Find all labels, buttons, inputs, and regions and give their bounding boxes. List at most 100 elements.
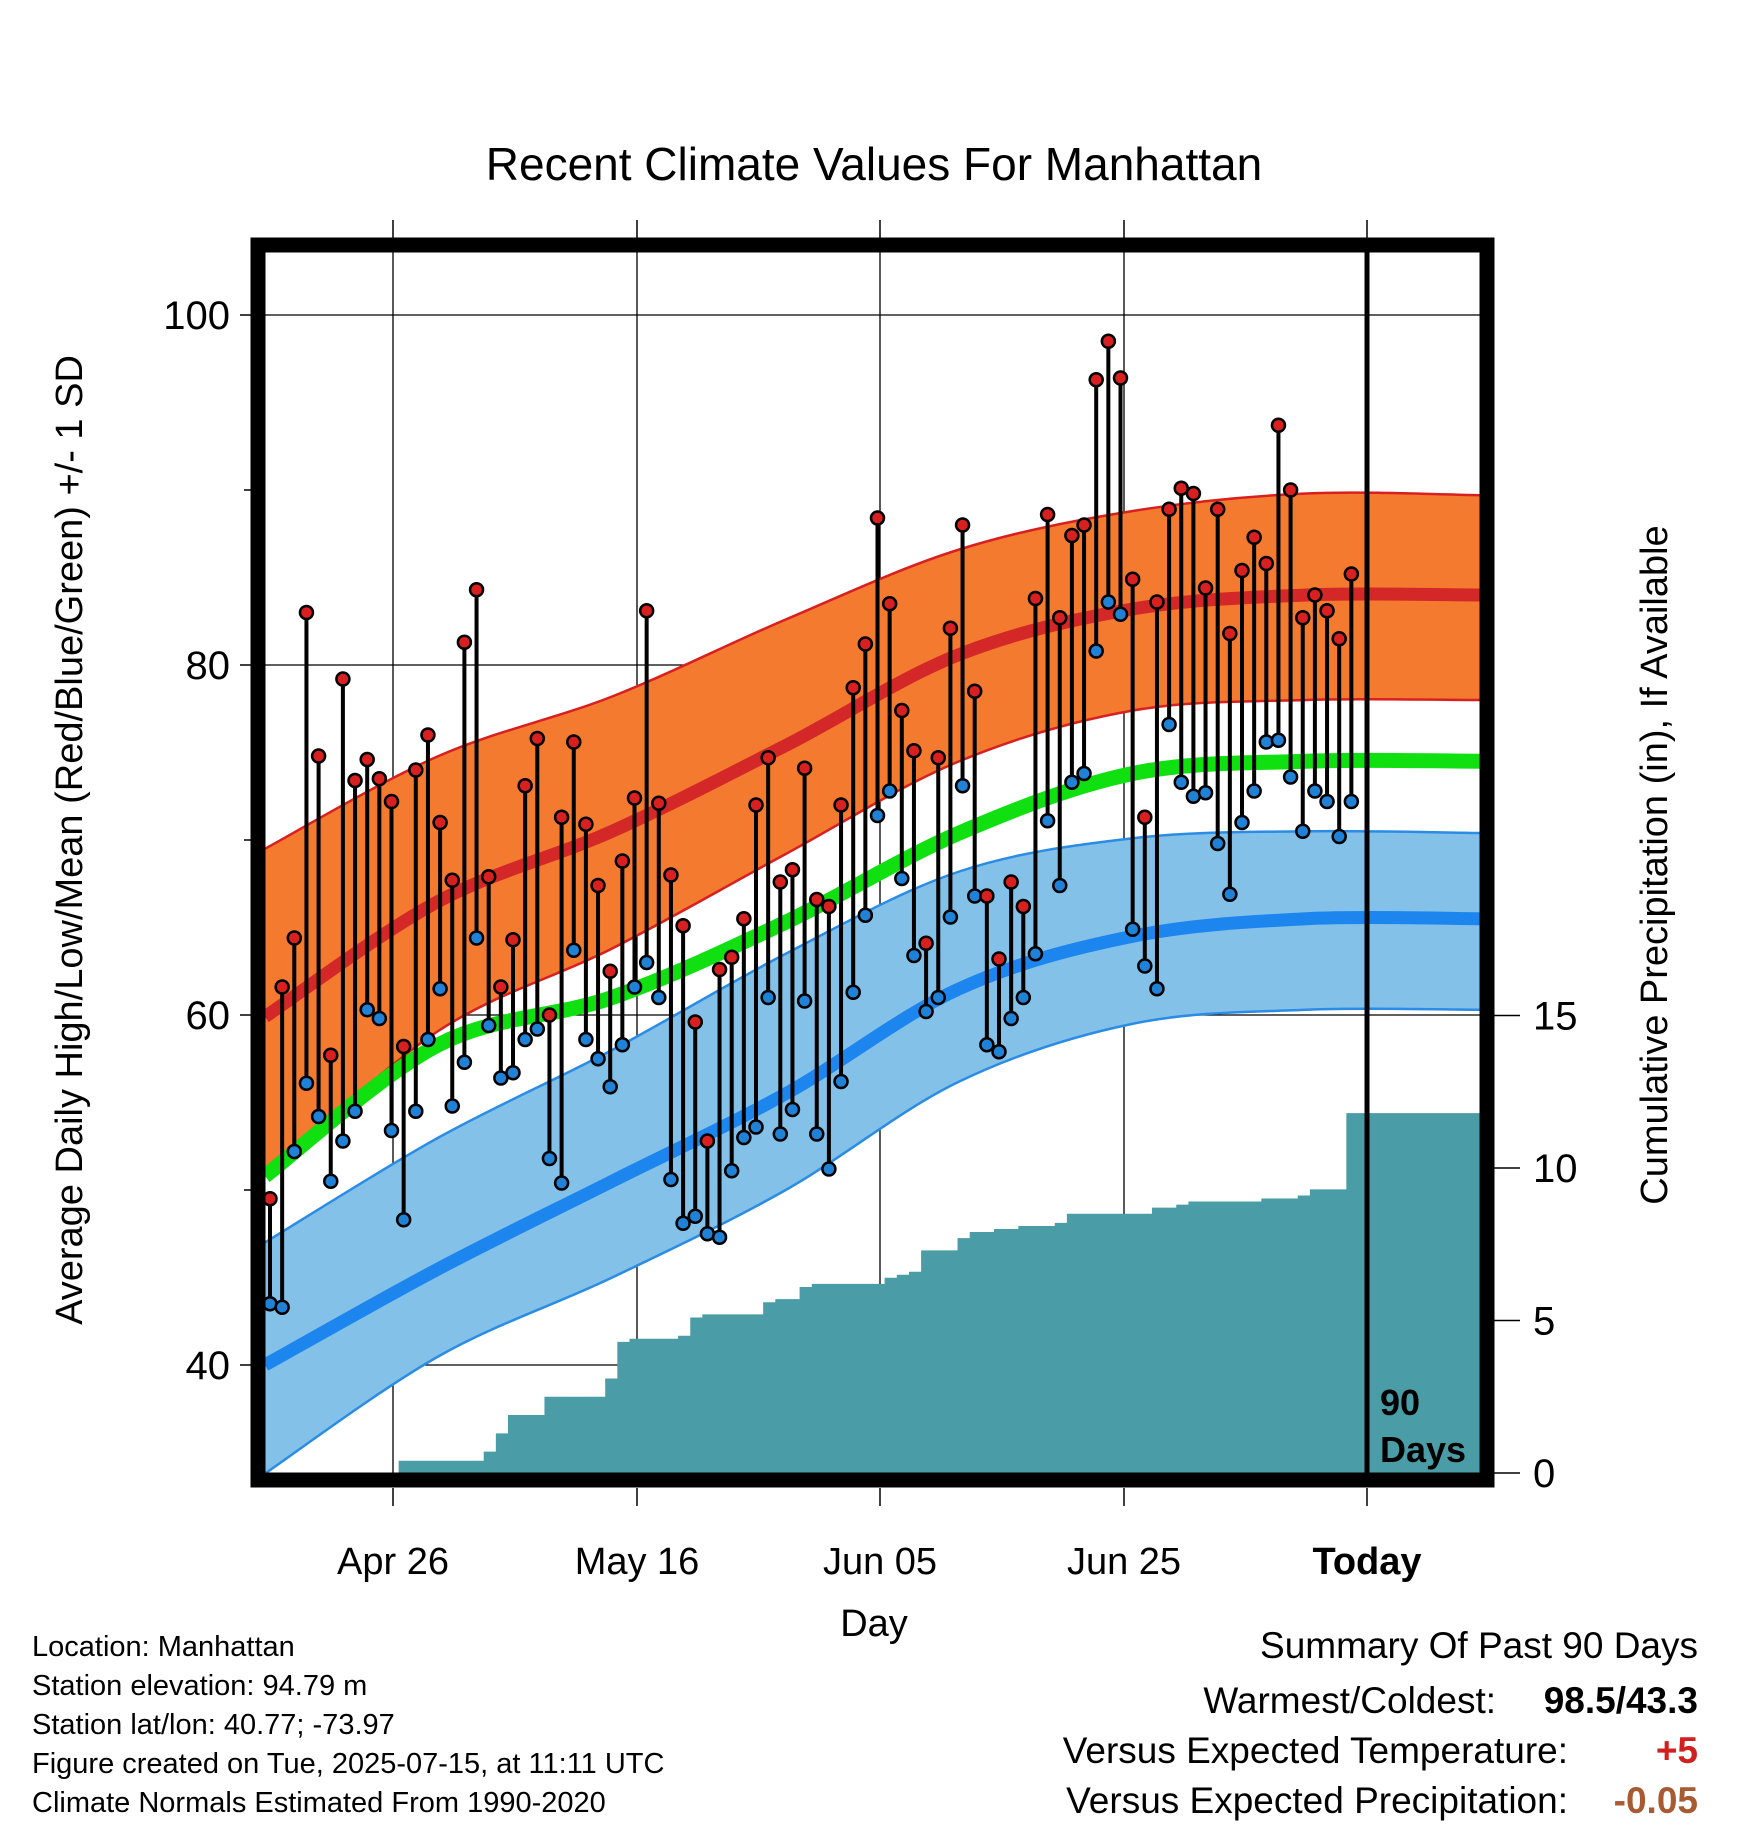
daily-high-point <box>420 727 436 743</box>
daily-low-point <box>918 1003 934 1020</box>
daily-low-point <box>1064 774 1080 790</box>
y2-axis-title: Cumulative Precipitation (in), If Availa… <box>1634 525 1676 1204</box>
y2-tick-label: 5 <box>1533 1300 1555 1344</box>
daily-high-point <box>541 1007 558 1023</box>
daily-low-point <box>772 1126 789 1142</box>
x-tick-label: Jun 05 <box>823 1541 937 1583</box>
y2-tick-label: 10 <box>1533 1147 1578 1191</box>
info-location: Location: Manhattan <box>32 1631 295 1663</box>
daily-high-point <box>590 877 606 894</box>
info-created: Figure created on Tue, 2025-07-15, at 11… <box>32 1748 664 1780</box>
daily-low-point <box>1088 643 1104 659</box>
daily-high-point <box>1234 562 1250 579</box>
daily-high-point <box>359 751 375 768</box>
daily-high-point <box>796 760 813 776</box>
daily-low-point <box>420 1031 436 1048</box>
daily-low-point <box>1234 814 1250 831</box>
daily-high-point <box>1137 809 1153 825</box>
daily-low-point <box>590 1051 606 1067</box>
daily-low-point <box>748 1119 764 1135</box>
daily-low-point <box>1270 732 1287 748</box>
daily-high-point <box>991 951 1007 967</box>
daily-high-point <box>966 683 983 699</box>
plot-frame <box>250 237 1495 1488</box>
daily-low-point <box>456 1054 473 1070</box>
daily-high-point <box>371 771 388 787</box>
chart-title: Recent Climate Values For Manhattan <box>486 138 1262 190</box>
daily-high-point <box>432 814 448 831</box>
daily-low-point <box>310 1108 327 1125</box>
daily-high-point <box>1222 625 1238 642</box>
daily-high-point <box>456 634 473 650</box>
x-tick-label: Jun 25 <box>1067 1541 1181 1583</box>
daily-high-point <box>1197 580 1214 596</box>
daily-high-point <box>323 1047 339 1063</box>
summary-temp-value: +5 <box>1656 1730 1698 1771</box>
daily-low-point <box>395 1212 412 1228</box>
daily-high-point <box>1343 566 1360 582</box>
low-sd-band <box>265 831 1480 1473</box>
daily-low-point <box>809 1126 825 1142</box>
daily-low-point <box>1209 835 1226 852</box>
daily-low-point <box>444 1098 460 1114</box>
daily-high-point <box>517 778 533 794</box>
daily-high-point <box>1076 517 1092 533</box>
daily-low-point <box>979 1037 995 1053</box>
daily-low-point <box>796 993 813 1009</box>
daily-high-point <box>918 935 934 951</box>
daily-high-point <box>505 932 521 948</box>
daily-low-point <box>845 984 861 1000</box>
info-latlon: Station lat/lon: 40.77; -73.97 <box>32 1709 395 1741</box>
daily-high-point <box>286 930 303 946</box>
y-tick-label: 80 <box>186 644 231 688</box>
daily-high-point <box>1003 874 1019 890</box>
daily-high-point <box>1112 370 1129 386</box>
today-marker-unit: Days <box>1380 1429 1466 1470</box>
y2-tick-label: 0 <box>1533 1452 1555 1496</box>
daily-high-point <box>748 797 764 813</box>
daily-high-point <box>784 862 801 878</box>
info-elevation: Station elevation: 94.79 m <box>32 1670 367 1702</box>
daily-low-point <box>1319 793 1335 810</box>
daily-low-point <box>323 1173 339 1189</box>
daily-high-point <box>1331 631 1347 647</box>
daily-low-point <box>1100 594 1117 610</box>
daily-high-point <box>736 911 752 927</box>
daily-high-point <box>1209 501 1226 517</box>
daily-high-point <box>651 795 667 811</box>
daily-low-point <box>614 1037 631 1053</box>
daily-low-point <box>517 1031 533 1048</box>
daily-low-point <box>578 1031 594 1048</box>
x-tick-label: Today <box>1312 1541 1421 1583</box>
daily-high-point <box>347 772 363 789</box>
daily-high-point <box>383 793 400 810</box>
low-lower-edge <box>265 1007 1480 1473</box>
daily-high-point <box>310 748 327 764</box>
summary-warmest-value: 98.5/43.3 <box>1544 1680 1698 1721</box>
daily-low-point <box>371 1010 388 1027</box>
daily-low-point <box>1112 606 1129 622</box>
high-upper-edge <box>265 491 1480 850</box>
daily-high-point <box>298 604 315 621</box>
daily-high-point <box>444 872 460 888</box>
daily-high-point <box>663 867 679 883</box>
daily-low-point <box>1003 1010 1019 1027</box>
y-axis-title: Average Daily High/Low/Mean (Red/Blue/Gr… <box>49 355 91 1325</box>
daily-low-point <box>1137 958 1153 974</box>
daily-low-point <box>942 909 959 925</box>
daily-low-point <box>1173 774 1189 790</box>
daily-high-point <box>1039 506 1056 523</box>
daily-high-point <box>942 620 959 636</box>
daily-high-point <box>687 1014 703 1030</box>
high-sd-band <box>265 492 1480 1176</box>
daily-high-point <box>1185 485 1202 502</box>
daily-high-point <box>711 961 728 978</box>
daily-low-point <box>881 783 898 799</box>
daily-high-point <box>274 979 290 995</box>
daily-high-point <box>772 874 789 890</box>
daily-high-point <box>906 743 922 759</box>
precipitation-area <box>265 1113 1480 1473</box>
daily-high-point <box>845 680 861 696</box>
daily-high-point <box>493 979 509 995</box>
x-tick-label: Apr 26 <box>337 1541 449 1583</box>
